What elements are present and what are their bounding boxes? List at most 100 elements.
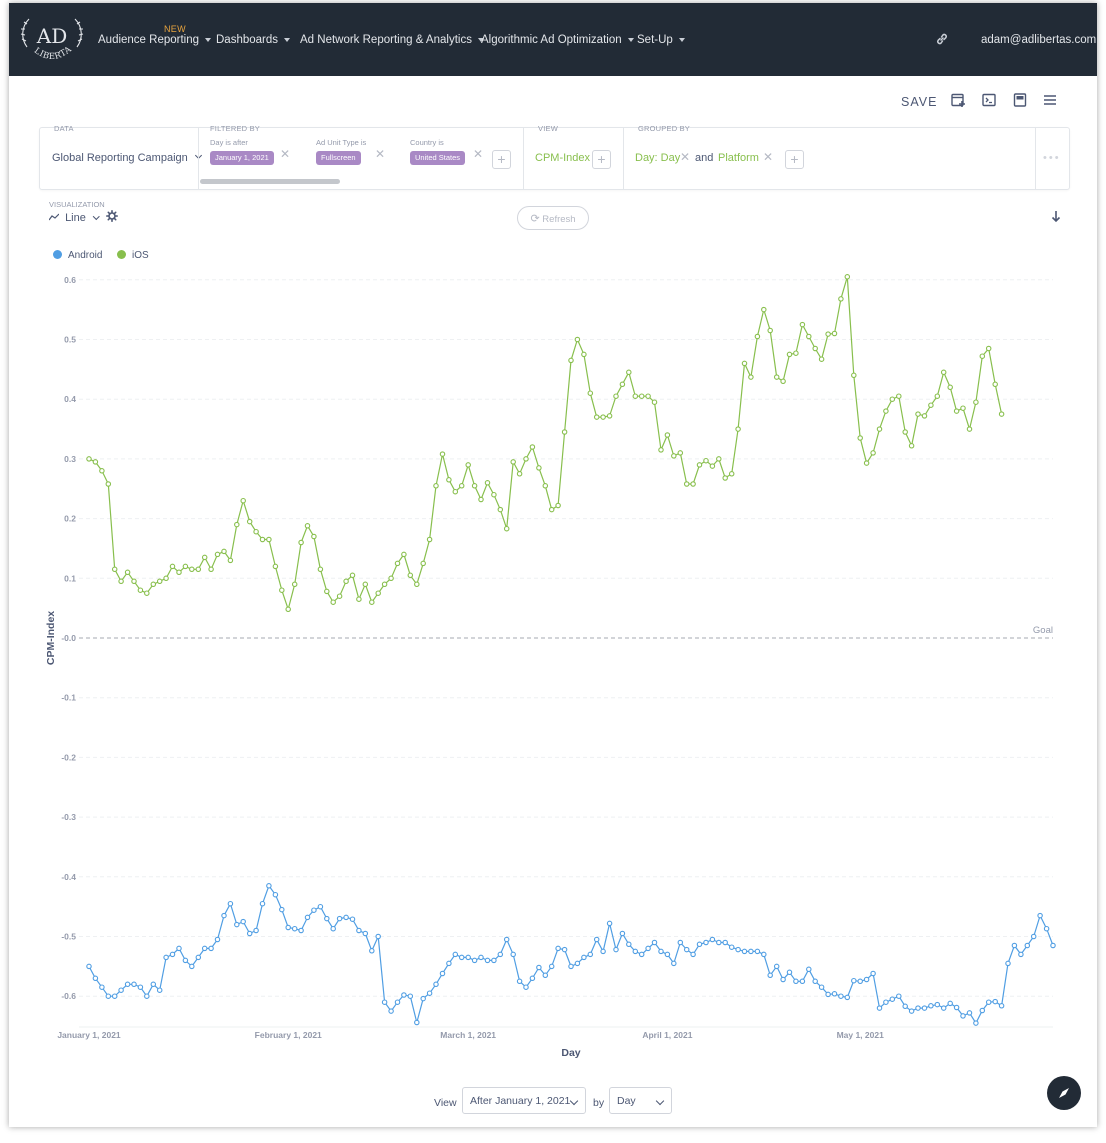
add-filter-button[interactable]: +	[492, 150, 511, 169]
add-to-dashboard-icon[interactable]	[950, 92, 966, 108]
data-point	[619, 930, 626, 937]
data-point	[536, 465, 542, 471]
time-unit-select[interactable]: Day	[609, 1087, 672, 1114]
y-tick-label: -0.5	[61, 932, 76, 942]
top-navbar: AD LIBERTAS NEW Audience Reporting Dashb…	[9, 3, 1097, 76]
data-point	[883, 999, 889, 1005]
user-menu[interactable]: adam@adlibertas.com	[981, 34, 1097, 46]
visualization-label: VISUALIZATION	[49, 200, 105, 209]
data-point	[503, 936, 510, 943]
save-button[interactable]: SAVE	[901, 95, 938, 109]
data-point	[317, 903, 324, 910]
data-point	[272, 891, 279, 898]
data-point	[613, 946, 619, 953]
data-point	[761, 306, 767, 313]
data-point	[163, 575, 169, 582]
data-point	[921, 1005, 928, 1011]
data-point	[870, 970, 876, 977]
filter-pill-day[interactable]: January 1, 2021	[210, 151, 274, 165]
data-point	[414, 581, 420, 588]
gear-icon[interactable]	[106, 210, 118, 222]
data-point	[992, 998, 998, 1005]
data-point	[433, 981, 439, 988]
data-point	[285, 924, 291, 931]
legend-android[interactable]: Android	[53, 250, 102, 261]
data-point	[844, 994, 851, 1001]
data-point	[266, 883, 272, 889]
add-grouping-button[interactable]: +	[785, 150, 804, 169]
data-point	[259, 900, 266, 907]
view-metric[interactable]: CPM-Index	[535, 152, 591, 164]
nav-algorithmic-ad-optimization[interactable]: Algorithmic Ad Optimization	[481, 34, 634, 46]
data-point	[246, 518, 253, 525]
app-window: AD LIBERTAS NEW Audience Reporting Dashb…	[9, 3, 1097, 1127]
data-point	[529, 444, 536, 450]
download-icon[interactable]	[1050, 210, 1062, 224]
remove-group-icon[interactable]: ✕	[680, 150, 691, 164]
data-point	[150, 581, 157, 588]
data-point	[375, 933, 381, 940]
remove-filter-icon[interactable]: ✕	[280, 147, 291, 161]
filter-pill-ad-unit[interactable]: Fullscreen	[316, 151, 361, 165]
nav-audience-reporting[interactable]: Audience Reporting	[98, 34, 212, 46]
remove-filter-icon[interactable]: ✕	[375, 147, 386, 161]
remove-group-icon[interactable]: ✕	[763, 150, 774, 164]
data-point	[182, 957, 189, 964]
compass-button[interactable]	[1047, 1076, 1081, 1110]
data-point	[799, 321, 806, 328]
data-point	[208, 566, 214, 573]
data-point	[812, 345, 818, 352]
visualization-type-select[interactable]: Line	[48, 212, 100, 224]
date-range-select[interactable]: After January 1, 2021	[462, 1087, 586, 1114]
nav-set-up[interactable]: Set-Up	[637, 34, 685, 46]
data-point	[227, 900, 234, 907]
data-point	[111, 566, 118, 573]
data-point	[825, 331, 831, 337]
remove-filter-icon[interactable]: ✕	[473, 147, 484, 161]
data-point	[156, 987, 163, 993]
add-metric-button[interactable]: +	[592, 150, 611, 169]
data-point	[908, 1008, 915, 1014]
data-point	[780, 378, 786, 385]
compass-icon	[1059, 1088, 1069, 1098]
data-point	[581, 954, 587, 961]
data-point	[831, 330, 838, 337]
data-point	[716, 456, 722, 462]
filter-scrollbar[interactable]	[200, 179, 340, 184]
data-point	[568, 963, 574, 970]
data-point	[369, 948, 375, 954]
y-tick-label: -0.2	[61, 752, 76, 762]
data-point	[889, 396, 896, 402]
legend-dot-icon	[117, 250, 126, 259]
data-point	[979, 1007, 986, 1014]
data-source-select[interactable]: Global Reporting Campaign	[52, 151, 202, 164]
data-point	[349, 572, 356, 579]
data-point	[195, 954, 202, 961]
data-point	[156, 578, 163, 585]
group-by-day[interactable]: Day: Day	[635, 152, 681, 164]
data-point	[574, 336, 581, 343]
data-point	[761, 951, 767, 958]
data-point	[330, 599, 336, 605]
data-point	[902, 429, 908, 435]
nav-dashboards[interactable]: Dashboards	[216, 34, 291, 46]
y-tick-label: -0.6	[61, 991, 76, 1001]
data-point	[735, 946, 741, 953]
menu-icon[interactable]	[1042, 92, 1058, 108]
more-options-icon[interactable]: •••	[1043, 152, 1061, 164]
notebook-icon[interactable]	[1012, 92, 1028, 108]
data-point	[446, 960, 452, 967]
group-by-platform[interactable]: Platform	[718, 152, 759, 164]
refresh-button[interactable]: ⟳ Refresh	[517, 206, 589, 230]
sql-icon[interactable]	[981, 92, 997, 108]
adlibertas-logo[interactable]: AD LIBERTAS	[17, 11, 87, 69]
filter-pill-country[interactable]: United States	[410, 151, 466, 165]
logo-text-top: AD	[36, 24, 67, 48]
data-point	[754, 333, 761, 340]
data-point	[465, 462, 471, 468]
data-point	[838, 993, 844, 999]
grouped-by-label: GROUPED BY	[638, 124, 691, 133]
nav-ad-network-reporting[interactable]: Ad Network Reporting & Analytics	[300, 34, 484, 46]
link-icon[interactable]	[935, 32, 949, 46]
legend-ios[interactable]: iOS	[117, 250, 149, 261]
